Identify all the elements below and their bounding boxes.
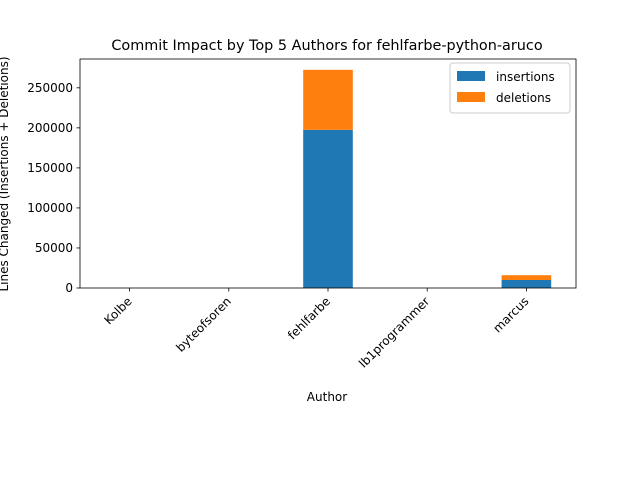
- y-tick-label: 200000: [27, 121, 73, 135]
- bar-deletions-fehlfarbe: [303, 69, 353, 130]
- x-tick-label: lb1programmer: [356, 294, 432, 370]
- bar-deletions-marcus: [501, 275, 552, 280]
- y-tick-label: 250000: [27, 81, 73, 95]
- y-tick-label: 150000: [27, 161, 73, 175]
- bar-insertions-fehlfarbe: [303, 129, 353, 288]
- y-tick-label: 100000: [27, 201, 73, 215]
- x-tick-label: Kolbe: [102, 294, 135, 327]
- legend: insertions deletions: [449, 62, 571, 114]
- x-tick-label: marcus: [490, 294, 531, 335]
- x-tick-label: fehlfarbe: [285, 294, 333, 342]
- y-tick-label: 50000: [35, 241, 73, 255]
- x-axis-label: Author: [307, 390, 347, 404]
- chart-title: Commit Impact by Top 5 Authors for fehlf…: [111, 38, 542, 54]
- y-axis-label: Lines Changed (Insertions + Deletions): [0, 56, 11, 291]
- legend-label-insertions: insertions: [496, 70, 555, 84]
- legend-swatch-deletions: [457, 92, 485, 102]
- y-tick-label: 0: [65, 281, 73, 295]
- legend-label-deletions: deletions: [496, 91, 551, 105]
- bar-insertions-marcus: [501, 279, 552, 288]
- legend-swatch-insertions: [457, 71, 485, 81]
- x-tick-label: byteofsoren: [173, 294, 234, 355]
